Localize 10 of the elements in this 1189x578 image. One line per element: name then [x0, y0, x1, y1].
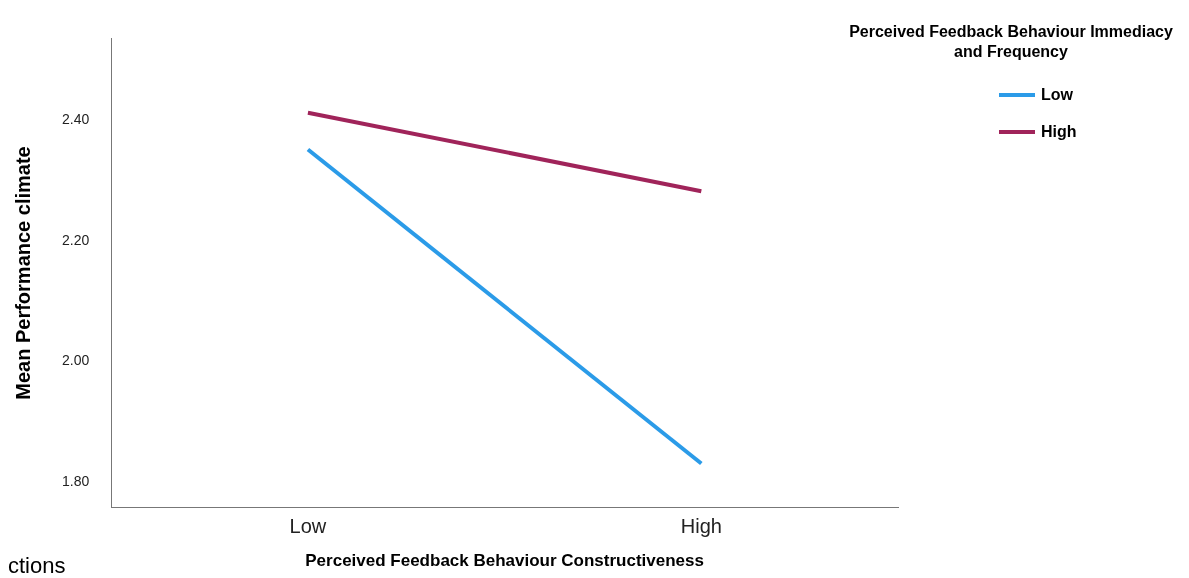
y-tick-label: 2.40 [62, 110, 90, 127]
y-tick-label: 2.20 [62, 231, 90, 248]
legend-label: High [1041, 122, 1077, 141]
text: ctions [8, 553, 66, 578]
y-axis-title: Mean Performance climate [11, 146, 34, 400]
legend-title: Perceived Feedback Behaviour Immediacy and Frequency [848, 22, 1174, 62]
y-tick-label: 1.80 [62, 473, 90, 490]
x-axis-title: Perceived Feedback Behaviour Constructiveness [305, 551, 704, 571]
legend-label: Low [1041, 85, 1073, 104]
y-tick-label: 2.00 [62, 352, 90, 369]
